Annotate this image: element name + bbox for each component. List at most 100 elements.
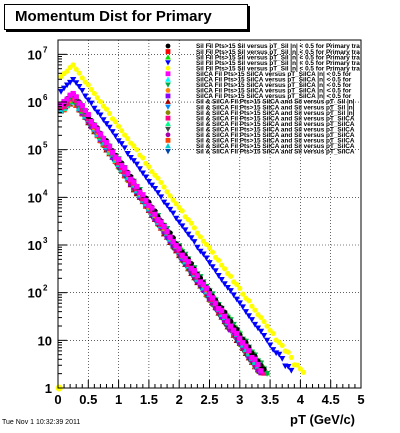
data-point: [239, 304, 246, 311]
legend-entry: Sil Fil Pts>15 Sil versus pT_Sil |n| < 0…: [165, 60, 360, 67]
data-point: [146, 164, 152, 170]
y-tick-label: 10: [28, 95, 42, 110]
data-point: [191, 268, 197, 274]
y-tick-exponent: 4: [43, 188, 48, 197]
legend-label: Sil & SilCA Fil Pts>15 SilCA and Sil ver…: [196, 104, 355, 111]
data-point: [91, 105, 98, 112]
data-point: [233, 296, 240, 303]
data-point: [203, 255, 210, 262]
legend-label: SilCA Fil Pts>15 SilCA versus pT_SilCA |…: [196, 77, 352, 84]
data-point: [270, 330, 276, 337]
legend-label: Sil Fil Pts>15 Sil versus pT_Sil |n| < 0…: [196, 65, 360, 72]
data-point: [243, 343, 249, 349]
data-point: [145, 179, 153, 185]
data-point: [125, 170, 131, 177]
legend-marker: [165, 104, 171, 110]
data-point: [70, 62, 76, 68]
data-point: [155, 175, 161, 181]
data-point: [70, 90, 76, 97]
x-tick-label: 2.5: [200, 392, 218, 407]
data-point: [88, 118, 94, 125]
legend-label: Sil & SilCA Fil Pts>15 SilCA and Sil ver…: [196, 149, 355, 156]
data-point: [140, 192, 146, 198]
data-point: [234, 281, 240, 288]
x-tick-label: 0: [54, 392, 61, 407]
x-tick-label: 0.5: [79, 392, 97, 407]
data-point: [73, 66, 79, 72]
data-point: [143, 197, 149, 203]
x-tick-label: 1.5: [140, 392, 158, 407]
data-point: [57, 89, 65, 95]
data-point: [85, 111, 91, 118]
data-point: [263, 337, 271, 344]
data-point: [206, 245, 213, 251]
data-point: [173, 201, 179, 207]
legend-entry: Sil Fil Pts>15 Sil versus pT_Sil |n| < 0…: [165, 49, 360, 56]
data-point: [240, 291, 246, 297]
legend-marker: [165, 126, 171, 133]
data-point: [261, 370, 267, 376]
data-point: [173, 215, 180, 222]
y-tick-label: 10: [28, 47, 42, 62]
data-point: [191, 225, 197, 231]
data-point: [221, 281, 228, 287]
data-point: [134, 183, 140, 190]
data-point: [236, 300, 243, 307]
data-point: [228, 323, 234, 329]
data-point: [122, 169, 128, 175]
data-point: [140, 155, 146, 161]
data-point: [136, 166, 143, 172]
legend-label: Sil & SilCA Fil Pts>15 SilCA and Sil ver…: [196, 126, 355, 133]
data-point: [227, 288, 234, 294]
data-point: [122, 165, 128, 171]
data-point: [122, 132, 128, 138]
data-point: [200, 238, 207, 244]
data-point: [197, 248, 204, 255]
data-point: [160, 199, 168, 206]
legend-marker: [165, 149, 171, 155]
data-point: [164, 228, 170, 235]
legend-entry: Sil & SilCA Fil Pts>15 SilCA and Sil ver…: [165, 143, 355, 150]
data-point: [249, 354, 255, 361]
y-tick-exponent: 5: [43, 141, 48, 150]
x-tick-label: 4.5: [322, 392, 340, 407]
data-point: [125, 136, 131, 142]
data-point: [200, 281, 207, 287]
x-axis-label: pT (GeV/c): [290, 412, 356, 427]
legend-entry: SilCA Fil Pts>15 SilCA versus pT_SilCA |…: [165, 88, 352, 95]
data-point: [194, 273, 200, 279]
data-point: [237, 285, 243, 291]
data-point: [182, 255, 188, 262]
data-point: [164, 189, 170, 195]
data-point: [222, 313, 228, 319]
data-point: [119, 128, 125, 134]
data-point: [131, 179, 137, 185]
data-point: [57, 107, 65, 114]
data-point: [163, 202, 171, 209]
data-point: [161, 184, 167, 190]
data-point: [248, 317, 256, 323]
data-point: [254, 325, 262, 332]
data-point: [225, 318, 231, 324]
data-point: [219, 262, 225, 268]
y-tick-label: 10: [28, 286, 42, 301]
legend-marker: [165, 132, 171, 138]
data-point: [109, 149, 116, 155]
legend-label: Sil Fil Pts>15 Sil versus pT_Sil |n| < 0…: [196, 60, 360, 67]
data-point: [179, 223, 186, 230]
data-point: [234, 330, 240, 337]
legend-entry: SilCA Fil Pts>15 SilCA versus pT_SilCA |…: [165, 76, 352, 84]
series-group: [58, 90, 264, 374]
data-point: [67, 79, 74, 86]
data-point: [73, 80, 80, 86]
data-point: [170, 210, 177, 217]
legend-entry: Sil Fil Pts>15 Sil versus pT_Sil |n| < 0…: [165, 54, 360, 61]
data-point: [215, 257, 222, 263]
legend-label: SilCA Fil Pts>15 SilCA versus pT_SilCA |…: [196, 71, 352, 78]
y-tick-label: 10: [38, 333, 52, 348]
legend-label: SilCA Fil Pts>15 SilCA versus pT_SilCA |…: [196, 93, 352, 100]
data-point: [246, 298, 252, 304]
data-point: [222, 266, 228, 272]
data-point: [258, 314, 264, 321]
data-point: [297, 366, 303, 372]
